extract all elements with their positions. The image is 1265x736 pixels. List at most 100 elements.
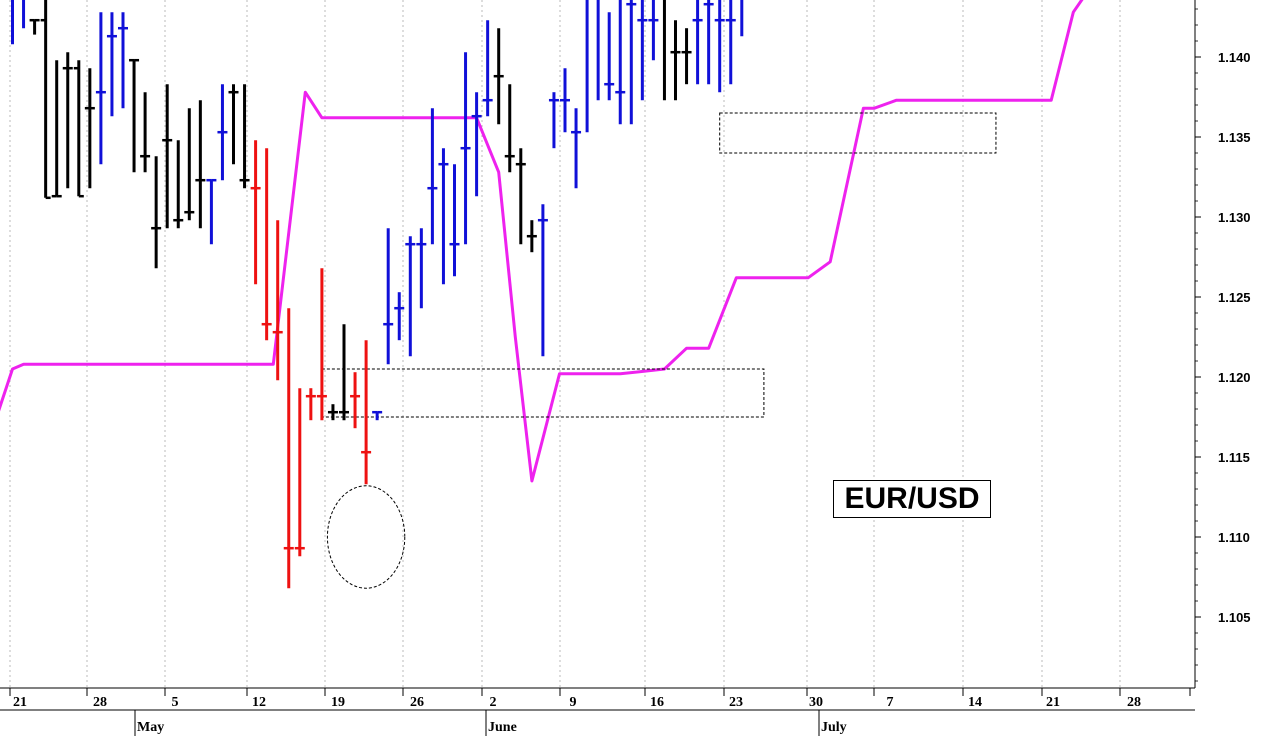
y-tick-label: 1.130 [1218,210,1251,225]
price-bar [206,178,217,245]
price-bar [383,228,394,365]
price-bar [515,148,526,245]
price-bar [250,140,261,285]
price-bar [217,84,228,181]
price-bar [129,58,140,173]
price-bar [740,0,744,37]
price-bar [681,28,692,85]
price-bar [725,0,736,85]
y-tick-label: 1.135 [1218,130,1251,145]
price-bar [118,12,128,109]
x-tick-label: 14 [968,695,982,710]
x-tick-label: 23 [729,695,743,710]
price-bar [73,60,84,198]
x-tick-label: 2 [490,695,497,710]
price-bar [537,204,548,357]
price-bar [316,268,327,421]
x-tick-label: 19 [331,695,345,710]
price-bar [703,0,714,85]
price-bar [84,68,95,189]
price-bar [11,0,14,45]
price-bar [626,0,637,125]
price-bar [95,12,106,165]
highlight-boxes [321,112,997,589]
price-bar [140,92,151,173]
price-bar [460,52,471,245]
price-bars [11,0,744,589]
highlight-box [719,112,997,154]
price-bar [305,388,316,421]
x-tick-label: 21 [13,695,27,710]
price-bar [637,0,648,101]
price-bar [405,236,416,357]
price-bar [272,220,283,381]
y-tick-label: 1.105 [1218,610,1251,625]
x-tick-label: 5 [172,695,179,710]
price-bar [560,68,570,133]
price-bar [151,156,162,269]
price-bar [239,84,250,189]
price-bar [51,60,62,198]
price-bar [427,108,438,245]
price-bar [416,228,427,309]
price-bar [62,52,73,189]
price-bar [714,0,725,93]
y-tick-label: 1.140 [1218,50,1251,65]
price-bar [571,108,582,189]
price-bar [482,20,493,117]
price-bar [162,84,173,229]
price-bar [662,0,666,101]
price-bar [361,340,372,485]
price-bar [339,324,349,421]
y-tick-label: 1.115 [1218,450,1250,465]
price-bar [327,404,338,421]
price-bar [29,18,40,35]
price-bar [692,0,703,85]
price-bar [471,92,482,197]
price-bar [526,220,537,253]
price-bar [350,372,361,429]
x-tick-label: 28 [93,695,107,710]
price-bar [585,0,589,133]
price-bar [493,28,504,125]
x-tick-label: 16 [650,695,664,710]
price-bar [438,148,449,285]
month-label: May [137,720,164,735]
price-bar [604,12,615,101]
low-ellipse [326,485,406,589]
price-bar [294,388,305,557]
price-bar [615,0,626,125]
x-tick-label: 28 [1127,695,1141,710]
price-bar [596,0,600,101]
x-tick-label: 26 [410,695,424,710]
price-bar [648,0,659,61]
price-bar [106,12,117,117]
month-label: July [821,720,847,735]
price-bar [22,0,26,29]
x-tick-label: 12 [252,695,266,710]
price-bar [184,108,195,221]
price-bar [173,140,184,229]
price-bar [394,292,405,341]
x-tick-label: 30 [809,695,823,710]
y-tick-label: 1.110 [1218,530,1250,545]
price-bar [504,84,515,173]
month-label: June [488,720,517,735]
x-tick-label: 9 [570,695,577,710]
highlight-box [321,368,765,418]
trailing-stop-series [0,0,1084,483]
price-bar [283,308,294,589]
price-bar [40,0,51,200]
price-bar [228,84,239,165]
price-bar [372,410,383,421]
price-bar [195,100,206,229]
price-bar [548,92,559,149]
price-bar [670,20,681,101]
x-tick-label: 7 [887,695,894,710]
trailing-stop-line [0,0,1084,483]
y-tick-label: 1.125 [1218,290,1251,305]
y-tick-label: 1.120 [1218,370,1251,385]
chart-title: EUR/USD [833,480,991,518]
